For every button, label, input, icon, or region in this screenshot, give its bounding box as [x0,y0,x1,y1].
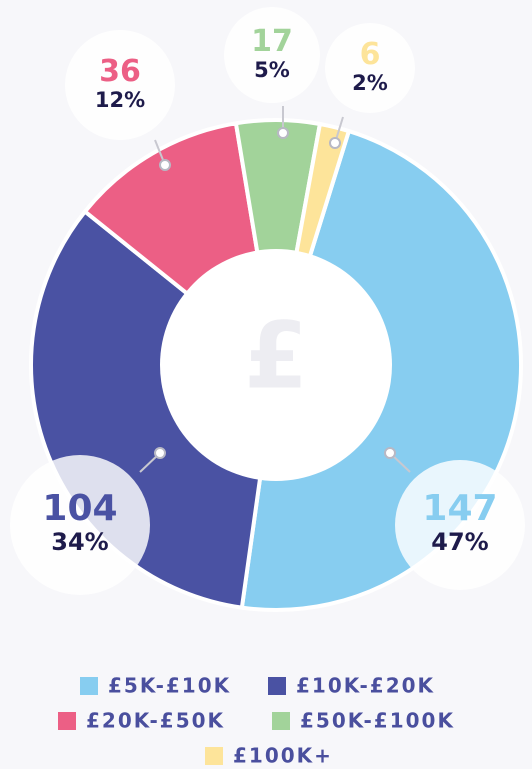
connector-dot [277,127,289,139]
legend-label: £10K-£20K [296,674,435,698]
value-label: 36 [99,54,141,89]
value-label: 147 [422,488,497,529]
donut-hole [160,249,392,481]
percent-label: 12% [95,88,145,112]
label-bubble [325,23,415,113]
legend-label: £5K-£10K [108,674,231,698]
legend-swatch [80,677,98,695]
percent-label: 2% [352,71,388,95]
connector-dot [384,447,396,459]
legend-swatch [58,712,76,730]
legend-swatch [272,712,290,730]
legend-label: £20K-£50K [86,709,225,733]
value-label: 6 [360,37,381,72]
legend-swatch [205,747,223,765]
percent-label: 34% [51,528,108,556]
label-bubble [65,30,175,140]
connector-dot [159,159,171,171]
value-label: 17 [251,24,293,59]
percent-label: 5% [254,58,290,82]
center-icon: £ [244,302,308,409]
legend-label: £100K+ [233,744,333,768]
label-bubble [224,7,320,103]
label-bubble [10,455,150,595]
legend-swatch [268,677,286,695]
value-label: 104 [42,488,117,529]
label-bubble [395,460,525,590]
percent-label: 47% [431,528,488,556]
connector-dot [154,447,166,459]
connector-dot [329,137,341,149]
legend-label: £50K-£100K [300,709,455,733]
